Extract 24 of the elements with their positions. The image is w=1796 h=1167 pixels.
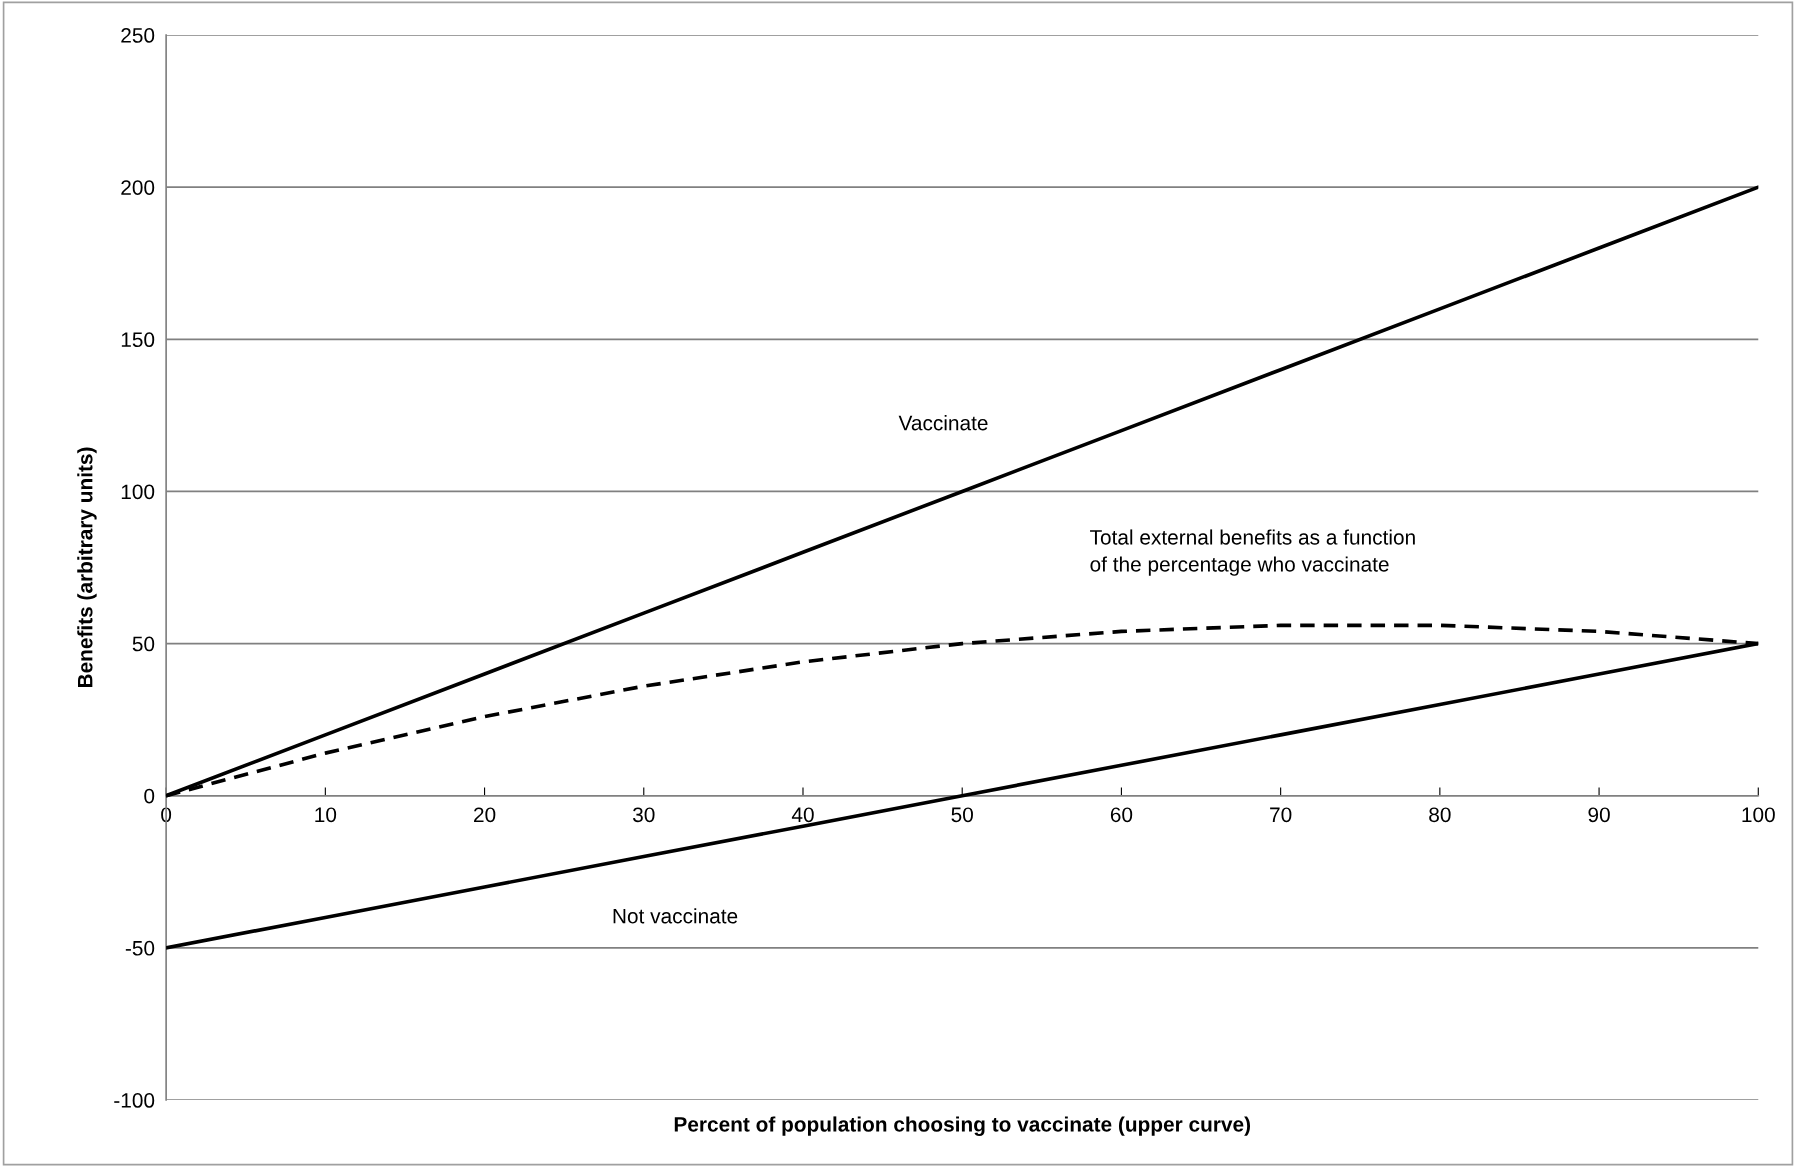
- text: Not vaccinate: [613, 908, 738, 924]
- x-tick-label: 100: [1742, 807, 1775, 823]
- y-tick-label: 200: [121, 180, 155, 195]
- x-tick-label: 60: [1110, 807, 1133, 823]
- x-tick-label: 10: [315, 807, 337, 823]
- x-tick-label: 20: [474, 807, 496, 823]
- x-tick-label: 80: [1429, 807, 1451, 823]
- x-tick-label: 40: [791, 807, 814, 823]
- text: Total external benefits as a function of the percentage who vaccinate: [1090, 529, 1415, 576]
- y-tick-label: 250: [121, 28, 155, 43]
- x-axis-title: Percent of population choosing to vaccinate (upper curve): [674, 1116, 1251, 1136]
- x-tick-label: 90: [1588, 807, 1610, 823]
- y-tick-label: 100: [121, 484, 155, 500]
- x-tick-label: 0: [161, 807, 172, 823]
- y-tick-label: -50: [125, 940, 155, 956]
- y-tick-label: 0: [144, 788, 155, 804]
- y-tick-label: 150: [121, 332, 155, 348]
- x-tick-label: 30: [632, 807, 655, 823]
- text: Vaccinate: [898, 415, 988, 431]
- y-axis-title: Benefits (arbitrary units): [77, 447, 97, 688]
- x-tick-label: 70: [1270, 807, 1292, 823]
- y-tick-label: 50: [132, 636, 155, 652]
- y-tick-label: -100: [114, 1093, 155, 1108]
- x-tick-label: 50: [951, 807, 973, 823]
